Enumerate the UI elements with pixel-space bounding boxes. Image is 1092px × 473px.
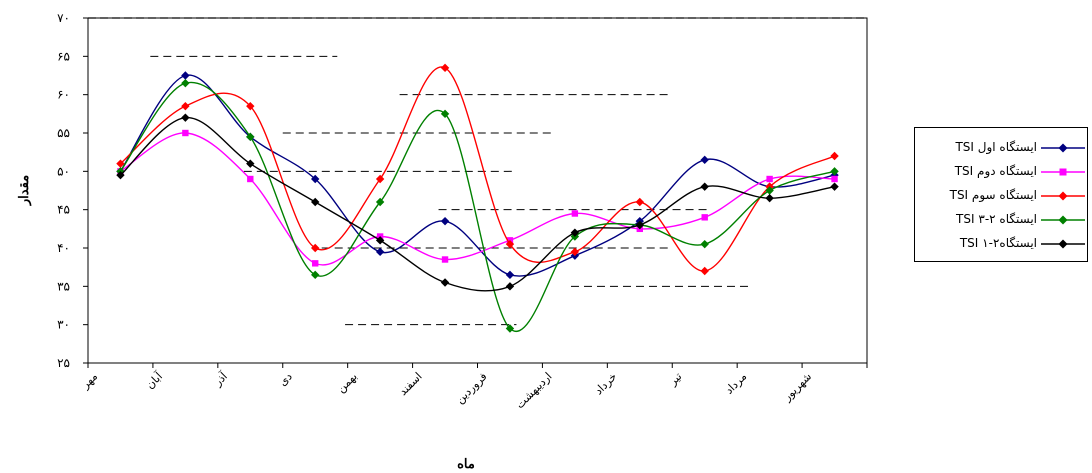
x-tick-label: فروردین (453, 370, 489, 406)
data-point (311, 270, 320, 280)
data-point (570, 228, 580, 237)
data-point (505, 270, 515, 280)
data-point (700, 155, 709, 165)
data-point (375, 197, 385, 207)
legend-item: ایستگاه ۲-۳ TSI (915, 210, 1089, 230)
data-point (700, 266, 709, 276)
data-point (375, 247, 385, 257)
data-point (375, 174, 385, 184)
y-tick-label: ۶۰ (57, 88, 70, 102)
data-point (440, 278, 450, 287)
data-point (1058, 215, 1068, 225)
x-axis: مهر آبان آذر دی بهمن اسفند فروردین اردیبهشت خردا… (78, 363, 868, 411)
x-tick-label: مهر (78, 370, 100, 392)
y-tick-label: ۵۵ (57, 126, 70, 140)
data-point (246, 132, 255, 142)
data-point (766, 175, 773, 183)
data-point (831, 175, 838, 183)
data-point (700, 239, 709, 249)
data-point (765, 186, 774, 195)
data-point (181, 101, 190, 111)
data-point (570, 247, 580, 257)
y-axis: ۲۵ ۳۰ ۳۵ ۴۰ ۴۵ ۵۰ ۵۵ ۶۰ ۶۵ ۷۰ (57, 11, 88, 370)
data-point (312, 260, 319, 267)
x-tick-label: آذر (211, 369, 231, 389)
x-tick-label: آبان (143, 369, 165, 391)
data-point (246, 101, 255, 111)
x-tick-label: اسفند (396, 370, 424, 398)
legend-item: ایستگاه دوم TSI (915, 162, 1089, 182)
data-point (440, 216, 450, 226)
legend-item: ایستگاه سوم TSI (915, 186, 1089, 206)
series-group (116, 63, 839, 276)
y-tick-label: ۴۰ (57, 241, 70, 255)
legend-label: ایستگاه اول TSI (955, 140, 1037, 154)
legend-label: ایستگاه۲-۱ TSI (959, 236, 1037, 250)
legend-swatches (1041, 143, 1085, 249)
data-point (181, 78, 190, 88)
data-point (375, 236, 385, 245)
x-tick-label: خرداد (592, 370, 619, 397)
data-point (116, 159, 125, 168)
data-point (701, 214, 708, 221)
y-axis-label: مقدار (17, 175, 32, 206)
data-point (182, 129, 189, 137)
data-point (505, 239, 515, 249)
x-tick-label: تیر (666, 370, 685, 389)
data-point (830, 167, 839, 176)
x-tick-label: دی (276, 370, 295, 389)
data-point (181, 71, 190, 80)
data-point (246, 159, 255, 168)
series-group (116, 78, 839, 333)
series-line (119, 66, 835, 272)
series-layer (116, 63, 839, 333)
data-point (830, 151, 839, 161)
plot-area (87, 17, 868, 364)
data-point (830, 182, 839, 191)
y-tick-label: ۶۵ (57, 49, 70, 63)
data-point (440, 63, 450, 73)
series-line (119, 81, 835, 332)
y-tick-label: ۳۰ (57, 318, 70, 332)
data-point (1058, 239, 1068, 249)
data-point (181, 113, 190, 122)
data-point (765, 193, 774, 203)
legend-item: ایستگاه۲-۱ TSI (915, 234, 1089, 254)
x-axis-label: ماه (457, 457, 475, 472)
series-line (120, 132, 835, 266)
data-point (571, 210, 579, 217)
x-tick-label: اردیبهشت (513, 370, 554, 411)
legend-label: ایستگاه سوم TSI (949, 188, 1037, 202)
legend-label: ایستگاه دوم TSI (954, 164, 1037, 178)
data-point (635, 220, 644, 230)
y-tick-label: ۴۵ (57, 203, 70, 217)
y-tick-label: ۵۰ (57, 164, 70, 178)
data-point (505, 324, 515, 333)
data-point (1058, 191, 1068, 201)
data-point (247, 175, 254, 183)
x-tick-label: مرداد (723, 370, 750, 397)
data-point (116, 170, 125, 180)
data-point (635, 197, 644, 207)
series-group (116, 113, 839, 292)
data-point (1059, 168, 1067, 176)
legend-item: ایستگاه اول TSI (915, 138, 1089, 158)
y-tick-label: ۳۵ (57, 279, 70, 293)
data-point (1058, 143, 1068, 153)
grid-lines (88, 17, 867, 326)
data-point (311, 243, 320, 253)
y-tick-label: ۲۵ (57, 356, 70, 370)
x-tick-label: شهریور (780, 370, 814, 404)
data-point (441, 256, 449, 263)
y-tick-label: ۷۰ (57, 11, 70, 25)
data-point (505, 282, 515, 291)
legend-label: ایستگاه ۲-۳ TSI (956, 212, 1037, 226)
data-point (700, 182, 709, 191)
x-tick-label: بهمن (334, 370, 359, 395)
data-point (311, 174, 320, 184)
data-point (311, 197, 320, 207)
data-point (440, 109, 450, 119)
legend: ایستگاه اول TSI ایستگاه دوم TSI ایستگاه … (914, 127, 1088, 262)
